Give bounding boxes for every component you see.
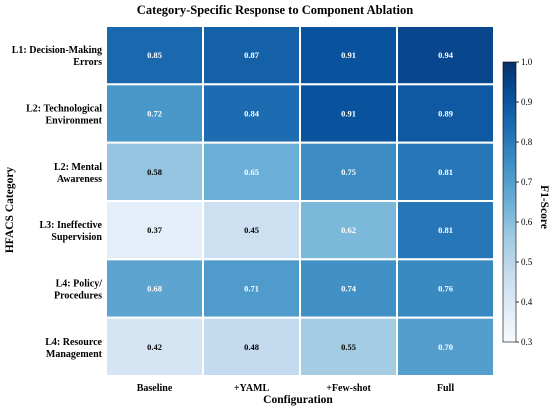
colorbar-tick-label: 0.3 [521,337,533,347]
y-tick-label: L2: Technological [26,104,102,115]
y-tick-label: L4: Resource [45,337,102,348]
y-tick-label: L3: Ineffective [40,220,103,231]
cell-value-label: 0.37 [147,225,163,235]
cell-value-label: 0.48 [244,342,259,352]
y-tick-label: L4: Policy/ [56,279,103,290]
colorbar-tick-label: 0.5 [521,257,533,267]
heatmap-cells: 0.85 0.87 0.91 0.94 0.72 0.84 0.91 0.89 0.58 0.65… [105,25,495,377]
colorbar-tick-label: 0.6 [521,217,533,227]
x-tick-label: Full [437,383,454,394]
cell-value-label: 0.87 [244,50,260,60]
colorbar-tick-label: 0.4 [521,297,533,307]
cell-value-label: 0.94 [438,50,454,60]
cell-value-label: 0.72 [147,109,162,119]
y-tick-label: Management [46,349,103,360]
y-tick-label: Errors [73,57,102,68]
cell-value-label: 0.62 [341,225,356,235]
colorbar-tick-label: 1.0 [521,57,533,67]
heatmap-cell [299,316,398,377]
heatmap-cell [396,258,495,319]
cell-value-label: 0.45 [244,225,259,235]
y-tick-label: L2: Mental [54,162,102,173]
colorbar-tick-label: 0.7 [521,177,533,187]
y-tick-label: L1: Decision-Making [12,45,102,56]
cell-value-label: 0.68 [147,284,162,294]
heatmap-cell [202,83,301,144]
colorbar-tick-label: 0.8 [521,137,533,147]
x-axis-ticks: Baseline +YAML +Few-shot Full [137,383,455,394]
cell-value-label: 0.91 [341,50,356,60]
cell-value-label: 0.65 [244,167,259,177]
heatmap-cell [202,141,301,203]
cell-value-label: 0.58 [147,167,162,177]
y-axis-label: HFACS Category [4,167,16,254]
cell-value-label: 0.70 [438,342,453,352]
cell-value-label: 0.89 [438,109,453,119]
heatmap-cell [105,25,204,86]
heatmap-cell [105,258,204,319]
x-tick-label: Baseline [137,383,173,394]
heatmap-cell [202,25,301,86]
y-tick-label: Awareness [57,174,102,185]
heatmap-cell [396,25,495,86]
heatmap-cell [396,83,495,144]
cell-value-label: 0.42 [147,342,162,352]
cell-value-label: 0.55 [341,342,356,352]
colorbar: 0.3 0.4 0.5 0.6 0.7 0.8 0.9 1.0 [502,57,533,347]
heatmap-cell [396,316,495,377]
colorbar-tick-label: 0.9 [521,97,533,107]
cell-value-label: 0.84 [244,109,260,119]
cell-value-label: 0.76 [438,284,453,294]
cell-value-label: 0.81 [438,225,453,235]
cell-value-label: 0.71 [244,284,259,294]
cell-value-label: 0.85 [147,50,162,60]
x-tick-label: +YAML [234,383,270,394]
x-tick-label: +Few-shot [326,383,371,394]
colorbar-gradient [502,61,517,343]
heatmap-cell [396,141,495,203]
chart-title: Category-Specific Response to Component … [137,3,413,17]
cell-value-label: 0.91 [341,109,356,119]
y-tick-label: Procedures [54,291,102,302]
heatmap-cell [202,200,301,261]
y-tick-label: Environment [46,116,103,127]
y-tick-label: Supervision [51,232,102,243]
cell-value-label: 0.75 [341,167,356,177]
cell-value-label: 0.81 [438,167,453,177]
colorbar-label: F1-Score [538,185,550,229]
cell-value-label: 0.74 [341,284,357,294]
heatmap-cell [299,258,398,319]
x-axis-label: Configuration [263,394,333,406]
heatmap-cell [202,258,301,319]
heatmap-cell [202,316,301,377]
heatmap-cell [396,200,495,261]
heatmap-cell [105,316,204,377]
